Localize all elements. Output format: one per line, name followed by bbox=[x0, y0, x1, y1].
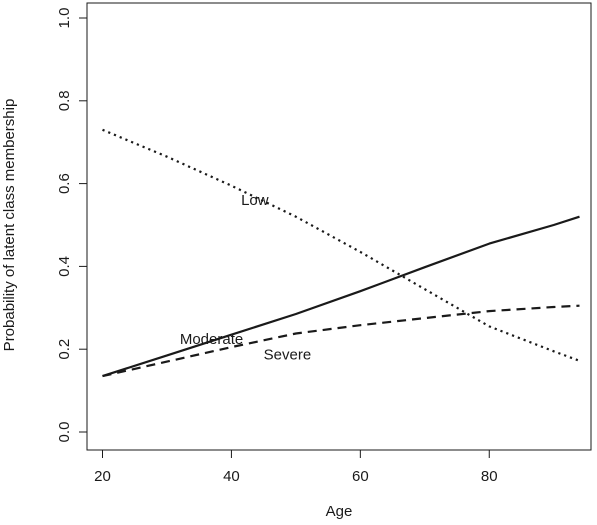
x-tick-label: 20 bbox=[94, 468, 111, 485]
series-layer bbox=[102, 128, 580, 378]
x-axis: 20 40 60 80 bbox=[94, 450, 498, 485]
y-tick-label: 0.8 bbox=[56, 90, 73, 111]
x-tick-label: 80 bbox=[481, 468, 498, 485]
annotation-low: Low bbox=[241, 192, 269, 209]
series-line-moderate bbox=[102, 215, 580, 378]
y-axis: 0.0 0.2 0.4 0.6 0.8 1.0 bbox=[56, 8, 87, 443]
y-tick-label: 0.0 bbox=[56, 422, 73, 443]
annotation-severe: Severe bbox=[264, 347, 312, 364]
x-axis-title: Age bbox=[326, 503, 353, 520]
y-tick-label: 0.2 bbox=[56, 339, 73, 360]
y-tick-label: 1.0 bbox=[56, 8, 73, 29]
y-tick-label: 0.6 bbox=[56, 173, 73, 194]
plot-box bbox=[86, 2, 592, 451]
series-line-severe bbox=[102, 304, 580, 378]
y-axis-title: Probability of latent class membership bbox=[1, 99, 18, 352]
x-tick-label: 40 bbox=[223, 468, 240, 485]
series-line-low bbox=[102, 128, 580, 362]
annotations: Low Moderate Severe bbox=[180, 192, 311, 363]
y-tick-label: 0.4 bbox=[56, 256, 73, 277]
x-tick-label: 60 bbox=[352, 468, 369, 485]
annotation-moderate: Moderate bbox=[180, 331, 243, 348]
